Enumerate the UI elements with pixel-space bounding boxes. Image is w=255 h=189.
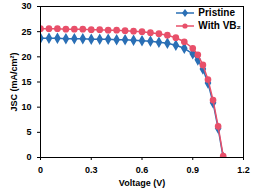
svg-text:Voltage (V): Voltage (V) bbox=[119, 178, 165, 188]
svg-text:0.9: 0.9 bbox=[186, 165, 199, 175]
svg-text:1.2: 1.2 bbox=[237, 165, 250, 175]
svg-text:5: 5 bbox=[26, 127, 31, 137]
svg-text:0: 0 bbox=[38, 165, 43, 175]
svg-text:25: 25 bbox=[21, 27, 31, 37]
svg-text:0: 0 bbox=[26, 152, 31, 162]
svg-text:30: 30 bbox=[21, 1, 31, 11]
svg-text:0.3: 0.3 bbox=[85, 165, 98, 175]
svg-text:10: 10 bbox=[21, 102, 31, 112]
html-text:With VB₂: With VB₂ bbox=[198, 20, 241, 31]
html-text:Pristine: Pristine bbox=[198, 7, 235, 18]
svg-text:0.6: 0.6 bbox=[136, 165, 149, 175]
svg-text:20: 20 bbox=[21, 52, 31, 62]
svg-text:15: 15 bbox=[21, 77, 31, 87]
svg-text:JSC (mA/cm²): JSC (mA/cm²) bbox=[9, 52, 19, 111]
